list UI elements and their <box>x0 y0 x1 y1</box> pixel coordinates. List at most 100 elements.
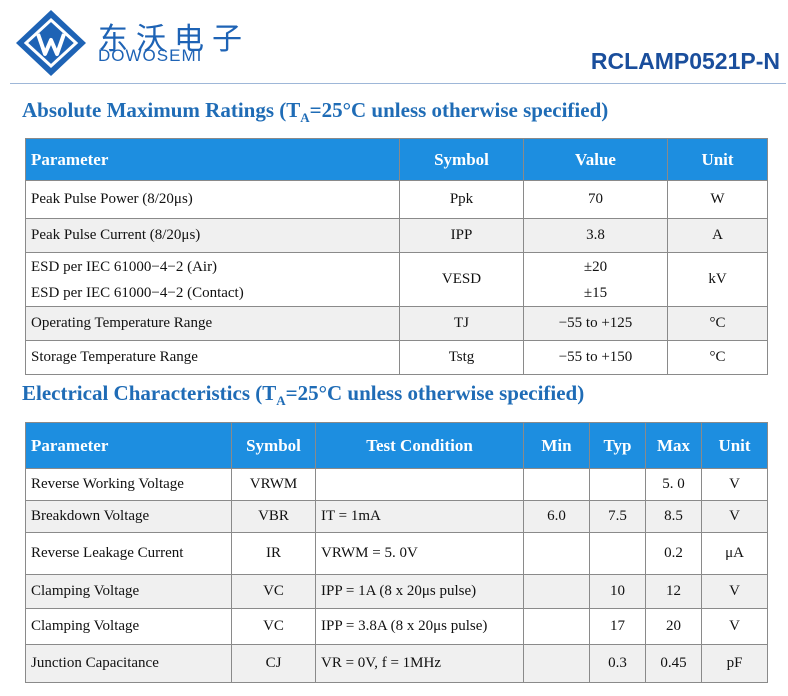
table-row: Reverse Leakage Current IR VRWM = 5. 0V … <box>25 532 768 575</box>
symbol-cell: VESD <box>399 252 524 307</box>
symbol-cell: VRWM <box>231 468 316 501</box>
typ-cell <box>589 532 646 575</box>
unit-cell: V <box>701 574 768 609</box>
ec-col-parameter: Parameter <box>25 422 232 469</box>
table-row: Breakdown Voltage VBR IT = 1mA 6.0 7.5 8… <box>25 500 768 533</box>
value-line: ±20 <box>583 258 608 275</box>
symbol-cell: TJ <box>399 306 524 341</box>
param-cell: Operating Temperature Range <box>25 306 400 341</box>
unit-cell: A <box>667 218 768 253</box>
param-cell: Storage Temperature Range <box>25 340 400 375</box>
min-cell <box>523 468 590 501</box>
symbol-cell: Ppk <box>399 180 524 219</box>
param-cell: Reverse Working Voltage <box>25 468 232 501</box>
typ-cell <box>589 468 646 501</box>
unit-cell: V <box>701 500 768 533</box>
header-divider <box>10 83 786 84</box>
symbol-cell: Tstg <box>399 340 524 375</box>
min-cell <box>523 574 590 609</box>
min-cell: 6.0 <box>523 500 590 533</box>
ec-title: Electrical Characteristics (TA=25°C unle… <box>22 381 585 409</box>
min-cell <box>523 532 590 575</box>
ec-col-typ: Typ <box>589 422 646 469</box>
unit-cell: V <box>701 468 768 501</box>
amr-col-symbol: Symbol <box>399 138 524 181</box>
value-cell: 3.8 <box>523 218 668 253</box>
param-cell: Junction Capacitance <box>25 644 232 683</box>
ec-col-max: Max <box>645 422 702 469</box>
max-cell: 8.5 <box>645 500 702 533</box>
table-row: Junction Capacitance CJ VR = 0V, f = 1MH… <box>25 644 768 683</box>
typ-cell: 7.5 <box>589 500 646 533</box>
condition-cell: IT = 1mA <box>315 500 524 533</box>
ec-header-row: Parameter Symbol Test Condition Min Typ … <box>25 422 768 469</box>
param-line: ESD per IEC 61000−4−2 (Contact) <box>31 284 244 301</box>
amr-col-parameter: Parameter <box>25 138 400 181</box>
unit-cell: V <box>701 608 768 645</box>
amr-header-row: Parameter Symbol Value Unit <box>25 138 768 181</box>
unit-cell: W <box>667 180 768 219</box>
unit-cell: pF <box>701 644 768 683</box>
param-cell: Clamping Voltage <box>25 574 232 609</box>
dw-logo-icon <box>16 10 86 76</box>
ec-table: Parameter Symbol Test Condition Min Typ … <box>25 422 768 683</box>
param-cell: Peak Pulse Power (8/20μs) <box>25 180 400 219</box>
max-cell: 0.45 <box>645 644 702 683</box>
max-cell: 20 <box>645 608 702 645</box>
param-cell: ESD per IEC 61000−4−2 (Air) ESD per IEC … <box>25 252 400 307</box>
amr-table: Parameter Symbol Value Unit Peak Pulse P… <box>25 138 768 375</box>
ec-col-test-condition: Test Condition <box>315 422 524 469</box>
table-row: Clamping Voltage VC IPP = 3.8A (8 x 20μs… <box>25 608 768 645</box>
page-header: 东沃电子 DOWOSEMI RCLAMP0521P-N <box>0 0 788 90</box>
brand-name-english: DOWOSEMI <box>98 46 203 65</box>
condition-cell: IPP = 1A (8 x 20μs pulse) <box>315 574 524 609</box>
param-cell: Peak Pulse Current (8/20μs) <box>25 218 400 253</box>
table-row: Peak Pulse Current (8/20μs) IPP 3.8 A <box>25 218 768 253</box>
table-row: Reverse Working Voltage VRWM 5. 0 V <box>25 468 768 501</box>
param-cell: Breakdown Voltage <box>25 500 232 533</box>
amr-title: Absolute Maximum Ratings (TA=25°C unless… <box>22 98 609 126</box>
param-cell: Reverse Leakage Current <box>25 532 232 575</box>
unit-cell: kV <box>667 252 768 307</box>
symbol-cell: IR <box>231 532 316 575</box>
value-cell: ±20 ±15 <box>523 252 668 307</box>
value-cell: −55 to +150 <box>523 340 668 375</box>
condition-cell: VRWM = 5. 0V <box>315 532 524 575</box>
table-row: Peak Pulse Power (8/20μs) Ppk 70 W <box>25 180 768 219</box>
max-cell: 12 <box>645 574 702 609</box>
symbol-cell: VC <box>231 608 316 645</box>
symbol-cell: VC <box>231 574 316 609</box>
part-number: RCLAMP0521P-N <box>590 48 780 74</box>
condition-cell: IPP = 3.8A (8 x 20μs pulse) <box>315 608 524 645</box>
table-row: Operating Temperature Range TJ −55 to +1… <box>25 306 768 341</box>
table-row: Clamping Voltage VC IPP = 1A (8 x 20μs p… <box>25 574 768 609</box>
ec-col-unit: Unit <box>701 422 768 469</box>
unit-cell: μA <box>701 532 768 575</box>
amr-col-unit: Unit <box>667 138 768 181</box>
value-line: ±15 <box>583 284 608 301</box>
symbol-cell: CJ <box>231 644 316 683</box>
typ-cell: 17 <box>589 608 646 645</box>
typ-cell: 0.3 <box>589 644 646 683</box>
table-row: ESD per IEC 61000−4−2 (Air) ESD per IEC … <box>25 252 768 307</box>
value-cell: −55 to +125 <box>523 306 668 341</box>
param-line: ESD per IEC 61000−4−2 (Air) <box>31 258 218 275</box>
min-cell <box>523 644 590 683</box>
value-cell: 70 <box>523 180 668 219</box>
param-cell: Clamping Voltage <box>25 608 232 645</box>
unit-cell: °C <box>667 340 768 375</box>
brand-name-chinese: 东沃电子 <box>98 22 250 57</box>
condition-cell: VR = 0V, f = 1MHz <box>315 644 524 683</box>
max-cell: 5. 0 <box>645 468 702 501</box>
ec-col-symbol: Symbol <box>231 422 316 469</box>
condition-cell <box>315 468 524 501</box>
unit-cell: °C <box>667 306 768 341</box>
max-cell: 0.2 <box>645 532 702 575</box>
symbol-cell: IPP <box>399 218 524 253</box>
min-cell <box>523 608 590 645</box>
symbol-cell: VBR <box>231 500 316 533</box>
table-row: Storage Temperature Range Tstg −55 to +1… <box>25 340 768 375</box>
ec-col-min: Min <box>523 422 590 469</box>
amr-col-value: Value <box>523 138 668 181</box>
typ-cell: 10 <box>589 574 646 609</box>
